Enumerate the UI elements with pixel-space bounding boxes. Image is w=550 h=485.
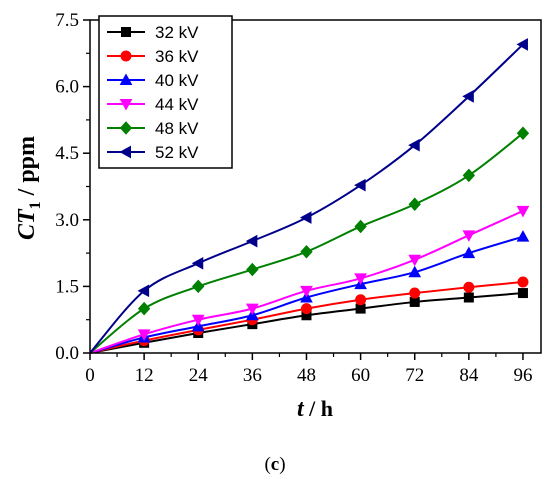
data-point (246, 262, 259, 277)
data-point (245, 234, 258, 248)
data-point (355, 294, 367, 306)
x-tick-label: 12 (135, 365, 154, 386)
legend-marker (121, 27, 131, 37)
data-point (516, 38, 528, 51)
series-48-kv (89, 126, 530, 354)
data-point (408, 265, 422, 278)
legend-label: 52 kV (155, 143, 199, 162)
x-tick-label: 24 (189, 365, 209, 386)
y-axis-title: CT1 / ppm (14, 136, 44, 240)
data-point (300, 285, 313, 298)
x-axis-title-unit: / h (304, 396, 333, 421)
data-point (517, 288, 528, 299)
data-point (354, 273, 367, 285)
data-point (409, 287, 421, 299)
x-axis-title-main: t (297, 396, 305, 422)
data-point (516, 205, 530, 218)
data-point (137, 329, 151, 341)
legend-label: 32 kV (155, 23, 199, 42)
legend-label: 36 kV (155, 47, 199, 66)
x-tick-label: 72 (405, 365, 424, 386)
data-point (517, 276, 529, 288)
data-point (463, 281, 475, 293)
legend-entry: 52 kV (107, 143, 199, 162)
legend-entry: 36 kV (107, 47, 199, 66)
x-axis-title: t / h (297, 396, 333, 422)
data-point (354, 178, 366, 192)
data-point (462, 90, 474, 103)
data-point (408, 197, 421, 211)
y-tick-label: 3.0 (55, 210, 79, 231)
data-point (516, 126, 530, 140)
legend-label: 44 kV (155, 95, 199, 114)
series-40-kv (89, 230, 530, 354)
y-tick-label: 6.0 (55, 77, 79, 98)
data-point (191, 314, 205, 327)
data-point (408, 254, 422, 267)
legend-label: 40 kV (155, 71, 199, 90)
data-point (516, 230, 530, 242)
legend: 32 kV 36 kV 40 kV 44 kV 48 kV 52 kV (98, 15, 233, 169)
data-point (409, 296, 420, 307)
legend-marker (119, 121, 133, 135)
data-point (299, 211, 312, 224)
legend-entry: 32 kV (107, 23, 199, 42)
x-tick-label: 60 (351, 365, 370, 386)
legend-marker (119, 99, 133, 111)
legend-marker (120, 50, 132, 62)
data-point (300, 303, 312, 315)
legend-entry: 44 kV (107, 95, 199, 114)
legend-entry: 40 kV (107, 71, 199, 90)
y-axis-title-sub: 1 (27, 201, 44, 209)
y-tick-label: 1.5 (55, 276, 79, 297)
y-tick-label: 0.0 (55, 343, 79, 364)
data-point (408, 138, 420, 152)
x-tick-label: 96 (513, 365, 532, 386)
data-point (192, 279, 205, 294)
y-axis-title-unit: / ppm (14, 136, 40, 201)
x-tick-label: 36 (243, 365, 262, 386)
data-point (354, 219, 367, 234)
series-layer (89, 38, 530, 354)
y-tick-label: 4.5 (55, 143, 79, 164)
legend-marker (119, 73, 133, 85)
x-tick-label: 84 (459, 365, 479, 386)
data-point (300, 245, 313, 259)
x-tick-label: 48 (297, 365, 316, 386)
figure-caption: (c) (264, 454, 285, 475)
y-axis-title-main: CT (14, 208, 40, 240)
data-point (191, 256, 204, 270)
series-52-kv (89, 38, 528, 354)
legend-label: 48 kV (155, 119, 199, 138)
data-point (246, 303, 259, 316)
series-44-kv (89, 205, 530, 354)
legend-marker (119, 145, 131, 159)
legend-frame (98, 15, 233, 169)
axes: 0 12 24 36 48 60 72 84 96 0.0 1.5 3.0 4.5 6.0 7.5 (55, 10, 542, 386)
legend-entry: 48 kV (107, 119, 199, 138)
data-point (137, 284, 150, 298)
y-tick-label: 7.5 (55, 10, 79, 31)
data-point (462, 168, 476, 183)
data-point (355, 303, 366, 314)
data-point (463, 292, 474, 303)
data-point (462, 246, 476, 259)
x-tick-label: 0 (85, 365, 95, 386)
data-point (137, 301, 151, 316)
data-point (462, 230, 476, 242)
